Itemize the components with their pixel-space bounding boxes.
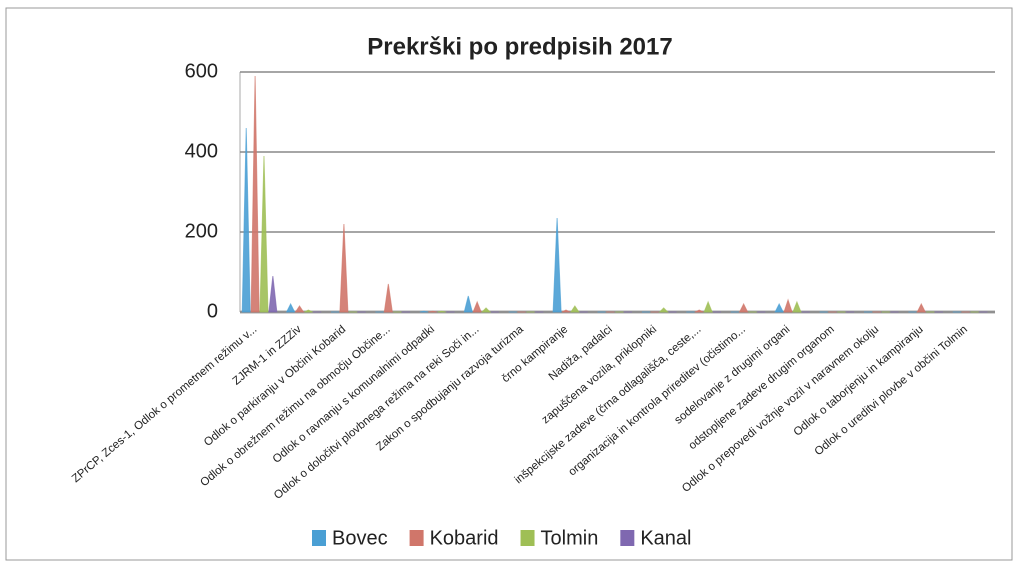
- legend-label: Kobarid: [430, 527, 499, 549]
- cone: [480, 307, 492, 313]
- cone: [561, 309, 571, 313]
- cone: [569, 305, 580, 313]
- cone: [383, 283, 393, 313]
- cone: [285, 302, 296, 313]
- cone: [463, 295, 473, 313]
- cone: [783, 298, 793, 313]
- cone: [241, 127, 251, 313]
- cone: [250, 75, 260, 313]
- cone: [428, 310, 437, 313]
- legend-swatch: [312, 530, 326, 546]
- y-tick-label: 200: [185, 220, 218, 242]
- legend-label: Tolmin: [541, 527, 599, 549]
- y-tick-label: 0: [207, 300, 218, 322]
- cone: [774, 302, 784, 313]
- legend-swatch: [409, 530, 424, 546]
- legend-label: Bovec: [332, 527, 388, 549]
- y-tick-label: 400: [185, 140, 218, 162]
- cone: [916, 302, 927, 313]
- legend-swatch: [620, 530, 635, 546]
- cone: [437, 310, 446, 313]
- cone: [472, 300, 482, 313]
- legend-swatch: [520, 530, 535, 546]
- cone: [339, 223, 349, 313]
- cone: [658, 307, 669, 313]
- chart-border: [5, 7, 1013, 561]
- cone: [268, 275, 278, 313]
- cone: [552, 217, 562, 313]
- cone: [792, 300, 802, 313]
- cone: [259, 155, 269, 313]
- cone: [694, 309, 704, 313]
- cone: [294, 305, 305, 313]
- cone: [304, 309, 313, 313]
- cone: [738, 302, 749, 313]
- chart-title: Prekrški po predpisih 2017: [367, 33, 672, 60]
- cone: [419, 310, 428, 313]
- cone: [703, 300, 713, 313]
- y-tick-label: 600: [185, 60, 218, 82]
- legend-label: Kanal: [640, 527, 691, 549]
